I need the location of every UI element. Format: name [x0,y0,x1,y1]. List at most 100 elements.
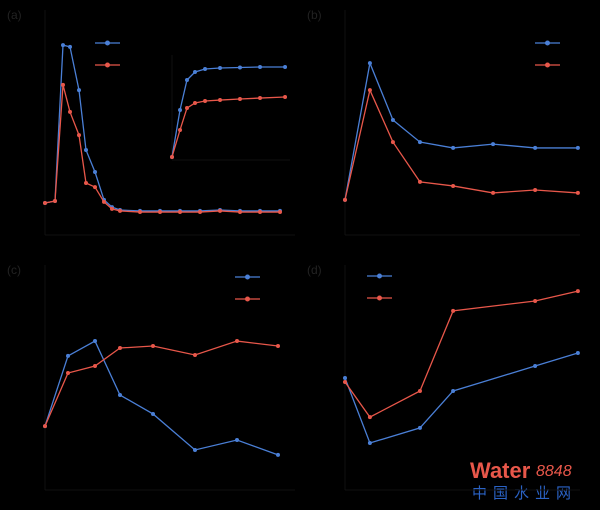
series-line [44,340,279,456]
legend-marker [245,274,250,280]
data-point [203,66,208,71]
data-point [390,140,395,145]
data-point [178,127,183,132]
data-point [61,82,65,87]
data-point [93,339,97,344]
data-point [170,154,174,159]
data-point [84,147,88,152]
data-point [533,145,538,150]
data-point [93,364,97,369]
series-line [344,290,579,418]
watermark-number: 8848 [536,463,572,480]
data-point [118,393,122,398]
data-point [283,95,288,99]
data-point [417,389,422,393]
data-point [151,344,155,348]
data-point [93,170,97,174]
data-point [283,64,288,69]
panel-label: (a) [7,8,22,22]
data-point [178,108,183,113]
data-point [343,380,347,384]
data-point [53,199,57,204]
series-line [344,352,579,444]
data-point [367,88,372,93]
legend-marker [377,295,382,301]
data-point [193,353,197,357]
data-point [491,190,496,195]
data-point [533,188,538,192]
data-point [238,210,242,215]
data-point [218,208,222,213]
data-point [193,447,197,452]
data-point [533,364,538,369]
series-line [44,84,280,213]
data-point [198,210,202,215]
data-point [575,289,580,294]
data-point [77,133,81,138]
legend-marker [105,62,110,68]
legend-marker [105,40,110,46]
data-point [417,140,422,145]
data-point [151,411,155,416]
series-line [44,340,279,427]
data-point [343,375,347,380]
data-point [237,96,242,101]
data-point [193,100,198,105]
data-point [451,308,456,313]
data-point [203,98,208,103]
data-point [235,339,239,344]
series-line [344,60,578,201]
data-point [258,210,262,215]
data-point [343,197,347,202]
data-point [68,44,72,49]
data-point [184,77,189,82]
data-point [102,199,106,204]
data-point [43,424,47,429]
data-point [118,208,122,213]
data-point [278,210,282,215]
data-point [533,299,538,303]
data-point [258,64,263,69]
data-point [93,185,97,190]
series-line [344,88,578,201]
data-point [451,145,456,150]
data-point [66,353,70,358]
data-point [61,43,65,48]
data-point [367,61,372,66]
data-point [184,106,189,111]
data-point [237,65,242,70]
watermark-brand: Water [470,458,531,483]
data-point [68,109,72,114]
data-point [575,350,580,355]
data-point [390,118,395,123]
data-point [66,371,70,375]
watermark-site: 中国水业网 [472,485,577,502]
data-point [575,190,580,195]
data-point [77,88,81,93]
data-point [451,389,456,393]
data-point [84,181,88,186]
legend-marker [377,273,382,279]
data-point [575,145,580,150]
legend-marker [545,40,550,46]
data-point [218,66,223,71]
panel-label: (b) [307,8,322,22]
data-point [218,98,223,103]
data-point [138,210,142,215]
data-point [193,70,198,75]
legend-marker [545,62,550,68]
data-point [417,425,422,430]
data-point [491,142,496,147]
legend-marker [245,296,250,302]
panel-label: (c) [7,263,21,277]
data-point [276,452,280,457]
data-point [158,210,162,215]
data-point [178,210,182,215]
data-point [417,179,422,184]
data-point [258,96,263,101]
panel-label: (d) [307,263,322,277]
data-point [118,346,122,351]
